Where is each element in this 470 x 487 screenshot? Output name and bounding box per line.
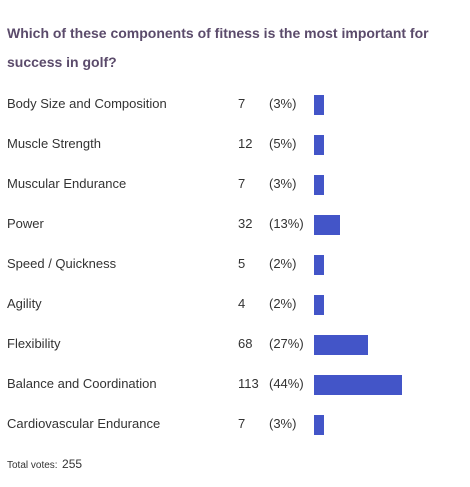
option-label: Body Size and Composition (7, 96, 167, 111)
option-label: Flexibility (7, 336, 61, 351)
option-percent: (3%) (269, 96, 297, 111)
option-vote-count: 4 (238, 296, 246, 311)
poll-option: Agility 4 (2%) (0, 294, 470, 316)
option-label: Cardiovascular Endurance (7, 416, 161, 431)
option-bar (314, 415, 324, 435)
option-percent: (3%) (269, 416, 297, 431)
option-percent: (2%) (269, 296, 297, 311)
option-bar-track (314, 135, 470, 155)
option-bar-track (314, 255, 470, 275)
total-votes-value: 255 (62, 457, 83, 471)
poll-option: Speed / Quickness 5 (2%) (0, 254, 470, 276)
option-bar (314, 175, 324, 195)
option-percent: (2%) (269, 256, 297, 271)
option-bar-track (314, 175, 470, 195)
poll-question: Which of these components of fitness is … (7, 25, 429, 70)
option-bar (314, 295, 324, 315)
option-bar (314, 375, 402, 395)
option-bar-track (314, 295, 470, 315)
total-votes-label: Total votes: (7, 460, 58, 471)
total-votes: Total votes: 255 (7, 455, 82, 473)
option-bar-track (314, 335, 470, 355)
option-bar (314, 135, 324, 155)
option-label: Balance and Coordination (7, 376, 157, 391)
poll-option: Muscle Strength 12 (5%) (0, 134, 470, 156)
option-bar-track (314, 215, 470, 235)
poll-option: Power 32 (13%) (0, 214, 470, 236)
option-percent: (27%) (269, 336, 304, 351)
option-label: Agility (7, 296, 42, 311)
option-percent: (13%) (269, 216, 304, 231)
option-label: Speed / Quickness (7, 256, 117, 271)
option-bar-track (314, 95, 470, 115)
option-vote-count: 7 (238, 416, 246, 431)
option-vote-count: 113 (238, 376, 259, 391)
poll-option: Muscular Endurance 7 (3%) (0, 174, 470, 196)
poll-option: Cardiovascular Endurance 7 (3%) (0, 414, 470, 436)
option-vote-count: 68 (238, 336, 253, 351)
option-bar-track (314, 415, 470, 435)
option-vote-count: 7 (238, 176, 246, 191)
option-percent: (5%) (269, 136, 297, 151)
option-vote-count: 12 (238, 136, 253, 151)
option-label: Power (7, 216, 44, 231)
option-vote-count: 32 (238, 216, 253, 231)
option-bar (314, 95, 324, 115)
option-percent: (3%) (269, 176, 297, 191)
option-vote-count: 7 (238, 96, 246, 111)
option-percent: (44%) (269, 376, 304, 391)
poll-option: Flexibility 68 (27%) (0, 334, 470, 356)
option-label: Muscular Endurance (7, 176, 127, 191)
option-bar (314, 215, 340, 235)
poll-option: Balance and Coordination 113 (44%) (0, 374, 470, 396)
option-bar-track (314, 375, 470, 395)
option-bar (314, 335, 368, 355)
option-bar (314, 255, 324, 275)
option-label: Muscle Strength (7, 136, 101, 151)
option-vote-count: 5 (238, 256, 246, 271)
poll-option: Body Size and Composition 7 (3%) (0, 94, 470, 116)
